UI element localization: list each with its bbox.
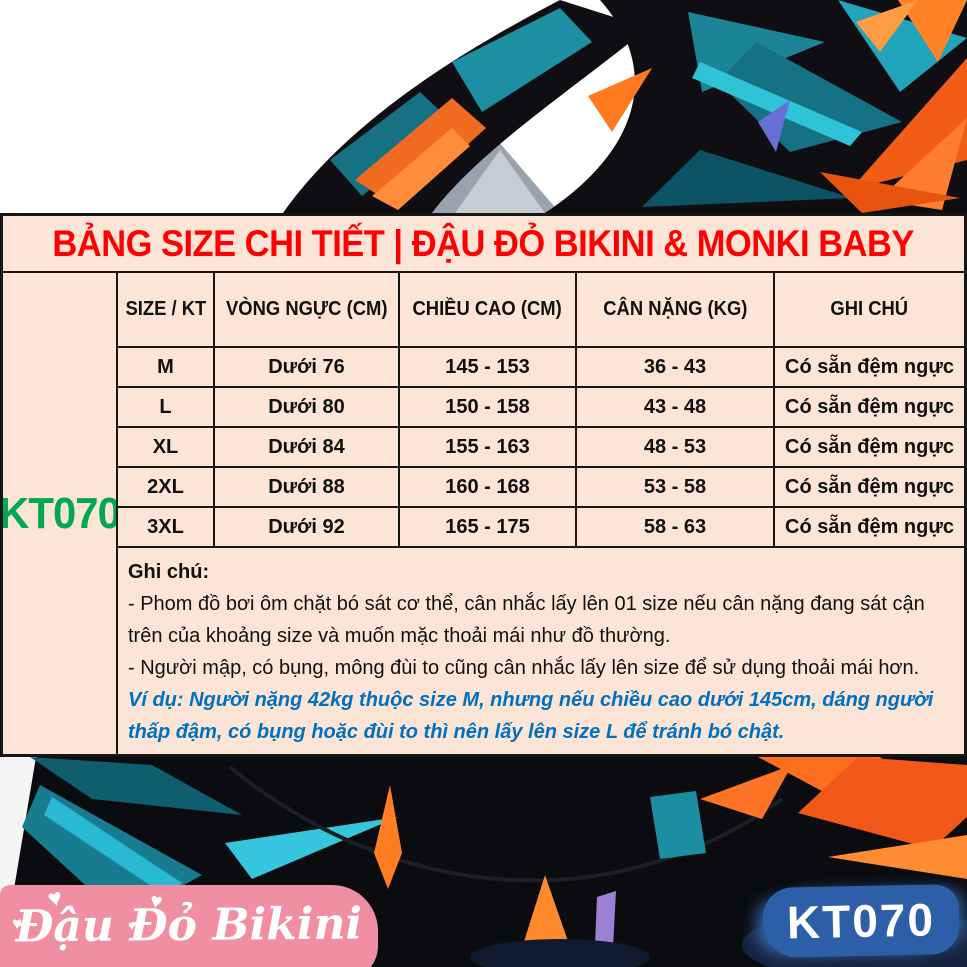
product-code-cell: KT070 [3, 273, 118, 754]
brand-logo-text: Đậu Đỏ Bikini [15, 898, 363, 953]
weight-cell: 48 - 53 [577, 428, 775, 468]
heart-icon: ♥ [128, 918, 136, 933]
height-cell: 150 - 158 [400, 388, 577, 428]
notes-line: - Người mập, có bụng, mông đùi to cũng c… [128, 657, 920, 679]
size-cell: M [118, 348, 215, 388]
bust-cell: Dưới 84 [215, 428, 400, 468]
product-code-badge: KT070 [762, 883, 960, 959]
size-chart-table: BẢNG SIZE CHI TIẾT | ĐẬU ĐỎ BIKINI & MON… [0, 213, 967, 757]
height-cell: 165 - 175 [400, 508, 577, 548]
column-header-height: CHIỀU CAO (CM) [400, 273, 577, 348]
heart-icon: ♥ [12, 914, 23, 933]
bust-cell: Dưới 88 [215, 468, 400, 508]
note-cell: Có sẵn đệm ngực [775, 348, 964, 388]
note-cell: Có sẵn đệm ngực [775, 508, 964, 548]
bust-cell: Dưới 92 [215, 508, 400, 548]
size-chart-grid: KT070 SIZE / KT VÒNG NGỰC (CM) CHIỀU CAO… [3, 273, 964, 754]
weight-cell: 53 - 58 [577, 468, 775, 508]
column-header-note: GHI CHÚ [775, 273, 964, 348]
product-code-text: KT070 [3, 488, 118, 538]
size-chart-title-text: BẢNG SIZE CHI TIẾT | ĐẬU ĐỎ BIKINI & MON… [52, 222, 915, 264]
size-chart-title: BẢNG SIZE CHI TIẾT | ĐẬU ĐỎ BIKINI & MON… [3, 216, 964, 273]
height-cell: 160 - 168 [400, 468, 577, 508]
note-cell: Có sẵn đệm ngực [775, 388, 964, 428]
notes-section: Ghi chú: - Phom đồ bơi ôm chặt bó sát cơ… [118, 548, 964, 754]
weight-cell: 36 - 43 [577, 348, 775, 388]
product-code-badge-text: KT070 [786, 893, 936, 949]
bust-cell: Dưới 80 [215, 388, 400, 428]
product-photo-top [0, 0, 967, 213]
column-header-size: SIZE / KT [118, 273, 215, 348]
note-cell: Có sẵn đệm ngực [775, 468, 964, 508]
notes-line: - Phom đồ bơi ôm chặt bó sát cơ thể, cân… [128, 593, 925, 647]
fabric-illustration-top [0, 0, 967, 213]
column-header-weight: CÂN NẶNG (KG) [577, 273, 775, 348]
size-cell: 2XL [118, 468, 215, 508]
note-cell: Có sẵn đệm ngực [775, 428, 964, 468]
brand-logo-banner: ♥ ♥ ♥ ♥ Đậu Đỏ Bikini [0, 884, 378, 967]
size-cell: XL [118, 428, 215, 468]
height-cell: 155 - 163 [400, 428, 577, 468]
column-header-bust: VÒNG NGỰC (CM) [215, 273, 400, 348]
bust-cell: Dưới 76 [215, 348, 400, 388]
weight-cell: 58 - 63 [577, 508, 775, 548]
size-cell: L [118, 388, 215, 428]
size-cell: 3XL [118, 508, 215, 548]
weight-cell: 43 - 48 [577, 388, 775, 428]
notes-example: Ví dụ: Người nặng 42kg thuộc size M, như… [128, 689, 934, 743]
notes-heading: Ghi chú: [128, 561, 210, 583]
height-cell: 145 - 153 [400, 348, 577, 388]
